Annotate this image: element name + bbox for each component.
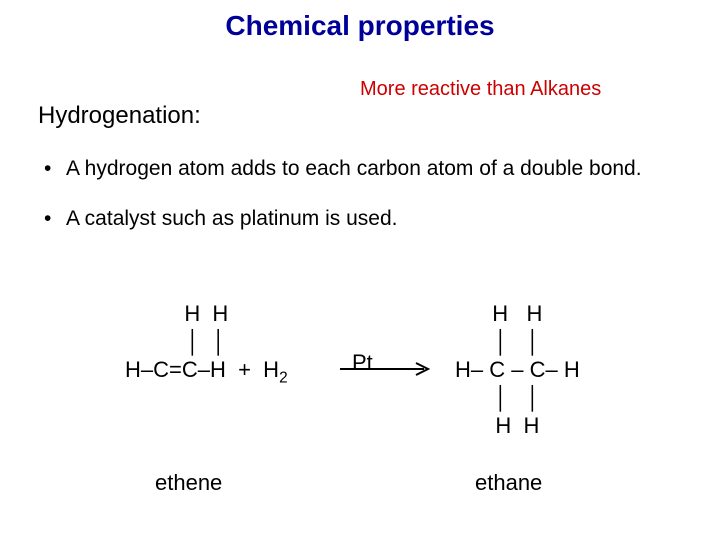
reactivity-note: More reactive than Alkanes bbox=[360, 78, 601, 101]
reactant-backbone: H–C=C–H + H2 bbox=[125, 356, 288, 384]
bullet-item: A catalyst such as platinum is used. bbox=[38, 205, 678, 233]
arrow-icon bbox=[340, 362, 430, 376]
product-ethane: H H │ │ H– C – C– H │ │ H H bbox=[455, 300, 580, 440]
bullet-item: A hydrogen atom adds to each carbon atom… bbox=[38, 155, 678, 183]
product-name: ethane bbox=[475, 470, 542, 496]
page-title: Chemical properties bbox=[0, 0, 720, 42]
reactant-ethene: H H │ │ H–C=C–H + H2 bbox=[125, 300, 288, 384]
reactant-h-top: H H bbox=[125, 300, 288, 328]
reaction-arrow bbox=[340, 362, 430, 376]
product-h-bottom: H H bbox=[455, 412, 580, 440]
reactant-bond-top: │ │ bbox=[125, 328, 288, 356]
product-bond-bottom: │ │ bbox=[455, 384, 580, 412]
section-heading: Hydrogenation: bbox=[38, 102, 201, 130]
bullet-list: A hydrogen atom adds to each carbon atom… bbox=[38, 155, 678, 256]
product-h-top: H H bbox=[455, 300, 580, 328]
product-bond-top: │ │ bbox=[455, 328, 580, 356]
reactant-name: ethene bbox=[155, 470, 222, 496]
product-backbone: H– C – C– H bbox=[455, 356, 580, 384]
